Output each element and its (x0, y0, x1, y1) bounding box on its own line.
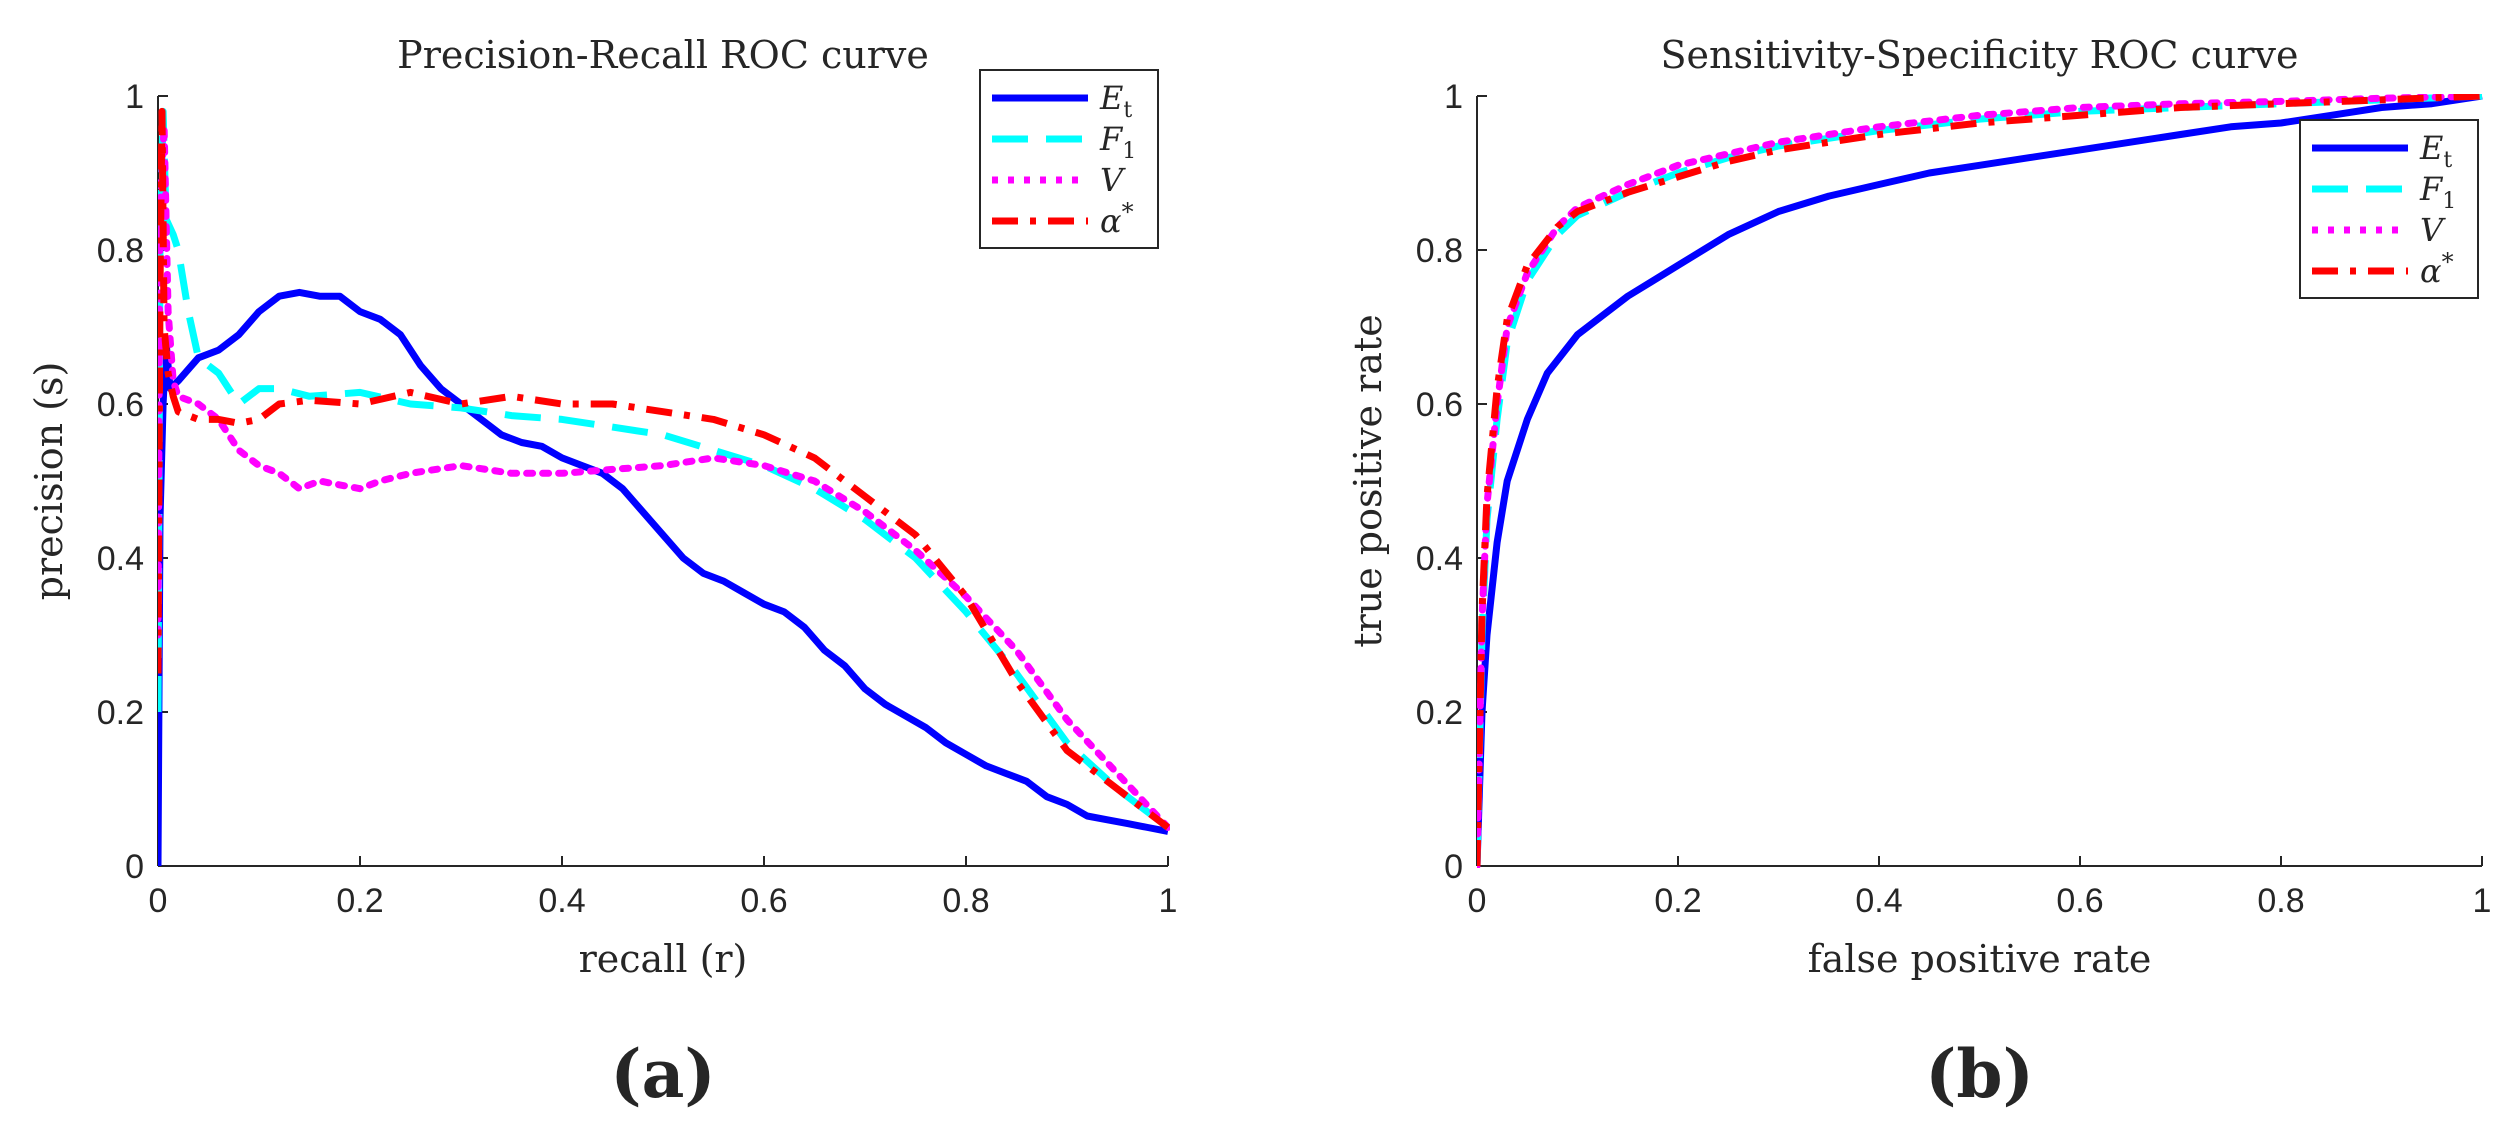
legend-label: V (1100, 161, 1126, 199)
plot-area (1477, 94, 2484, 868)
series-line-et (1477, 94, 2483, 867)
chart-panel-b: Sensitivity-Specificity ROC curve 0 0.2 0.4… (1346, 33, 2491, 1113)
series-line-star (158, 107, 1170, 831)
y-tick-label: 0.8 (1416, 232, 1463, 270)
y-axis-label: true positive rate (1346, 314, 1390, 647)
x-tick-label: 0.4 (538, 882, 585, 920)
legend-label: F1 (1099, 120, 1136, 164)
legend-label-subscript: 1 (1122, 139, 1136, 164)
x-tick-label: 0 (149, 882, 168, 920)
panel-label: (a) (610, 1035, 715, 1113)
legend-label-main: E (1099, 79, 1123, 117)
y-tick-label: 0.6 (1416, 386, 1463, 424)
legend-label: α* (1100, 198, 1134, 240)
legend-label: α* (2420, 248, 2454, 290)
legend-label: Et (1099, 79, 1132, 123)
legend-label-main: F (1099, 120, 1124, 158)
legend-label-subscript: t (1123, 98, 1132, 123)
legend-label-main: α (1100, 202, 1122, 240)
y-tick-label: 0.4 (97, 540, 144, 578)
series-line-star (1477, 94, 2483, 867)
y-tick-label: 0.8 (97, 232, 144, 270)
x-tick-label: 1 (1159, 882, 1178, 920)
series-line-f1 (158, 107, 1170, 831)
x-tick-label: 1 (2473, 882, 2492, 920)
panel-label: (b) (1925, 1035, 2034, 1113)
chart-title: Precision-Recall ROC curve (397, 33, 929, 77)
x-tick-label: 0 (1468, 882, 1487, 920)
y-tick-label: 0.6 (97, 386, 144, 424)
y-tick-label: 1 (1444, 78, 1463, 116)
legend-label-main: E (2419, 129, 2443, 167)
series-line-et (158, 288, 1169, 867)
legend-label-main: V (2420, 211, 2446, 249)
legend-label: V (2420, 211, 2446, 249)
legend-label-main: F (2419, 170, 2444, 208)
x-axis-label: recall (r) (579, 937, 748, 981)
legend-label-subscript: t (2443, 148, 2452, 173)
y-axis-label: precision (s) (27, 362, 71, 601)
legend-label-main: α (2420, 252, 2442, 290)
y-tick-label: 1 (125, 78, 144, 116)
x-tick-label: 0.2 (1654, 882, 1701, 920)
legend-label-subscript: 1 (2442, 189, 2456, 214)
x-tick-label: 0.2 (336, 882, 383, 920)
series-line-v (158, 123, 1170, 831)
y-tick-label: 0.2 (1416, 694, 1463, 732)
legend-label: F1 (2419, 170, 2456, 214)
chart-title: Sensitivity-Specificity ROC curve (1661, 33, 2299, 77)
x-tick-label: 0.6 (2056, 882, 2103, 920)
legend-label-superscript: * (1122, 198, 1134, 226)
x-tick-label: 0.8 (2257, 882, 2304, 920)
x-tick-label: 0.6 (740, 882, 787, 920)
chart-panel-a: Precision-Recall ROC curve 0 0.2 0.4 0.6 0.8 1… (27, 33, 1177, 1113)
legend-label-superscript: * (2442, 248, 2454, 276)
legend-label: Et (2419, 129, 2452, 173)
y-tick-label: 0 (125, 848, 144, 886)
x-tick-label: 0.4 (1855, 882, 1902, 920)
y-tick-label: 0 (1444, 848, 1463, 886)
legend-label-main: V (1100, 161, 1126, 199)
x-axis-label: false positive rate (1808, 937, 2152, 981)
y-tick-label: 0.4 (1416, 540, 1463, 578)
plot-area (158, 107, 1170, 867)
x-tick-label: 0.8 (942, 882, 989, 920)
y-tick-label: 0.2 (97, 694, 144, 732)
